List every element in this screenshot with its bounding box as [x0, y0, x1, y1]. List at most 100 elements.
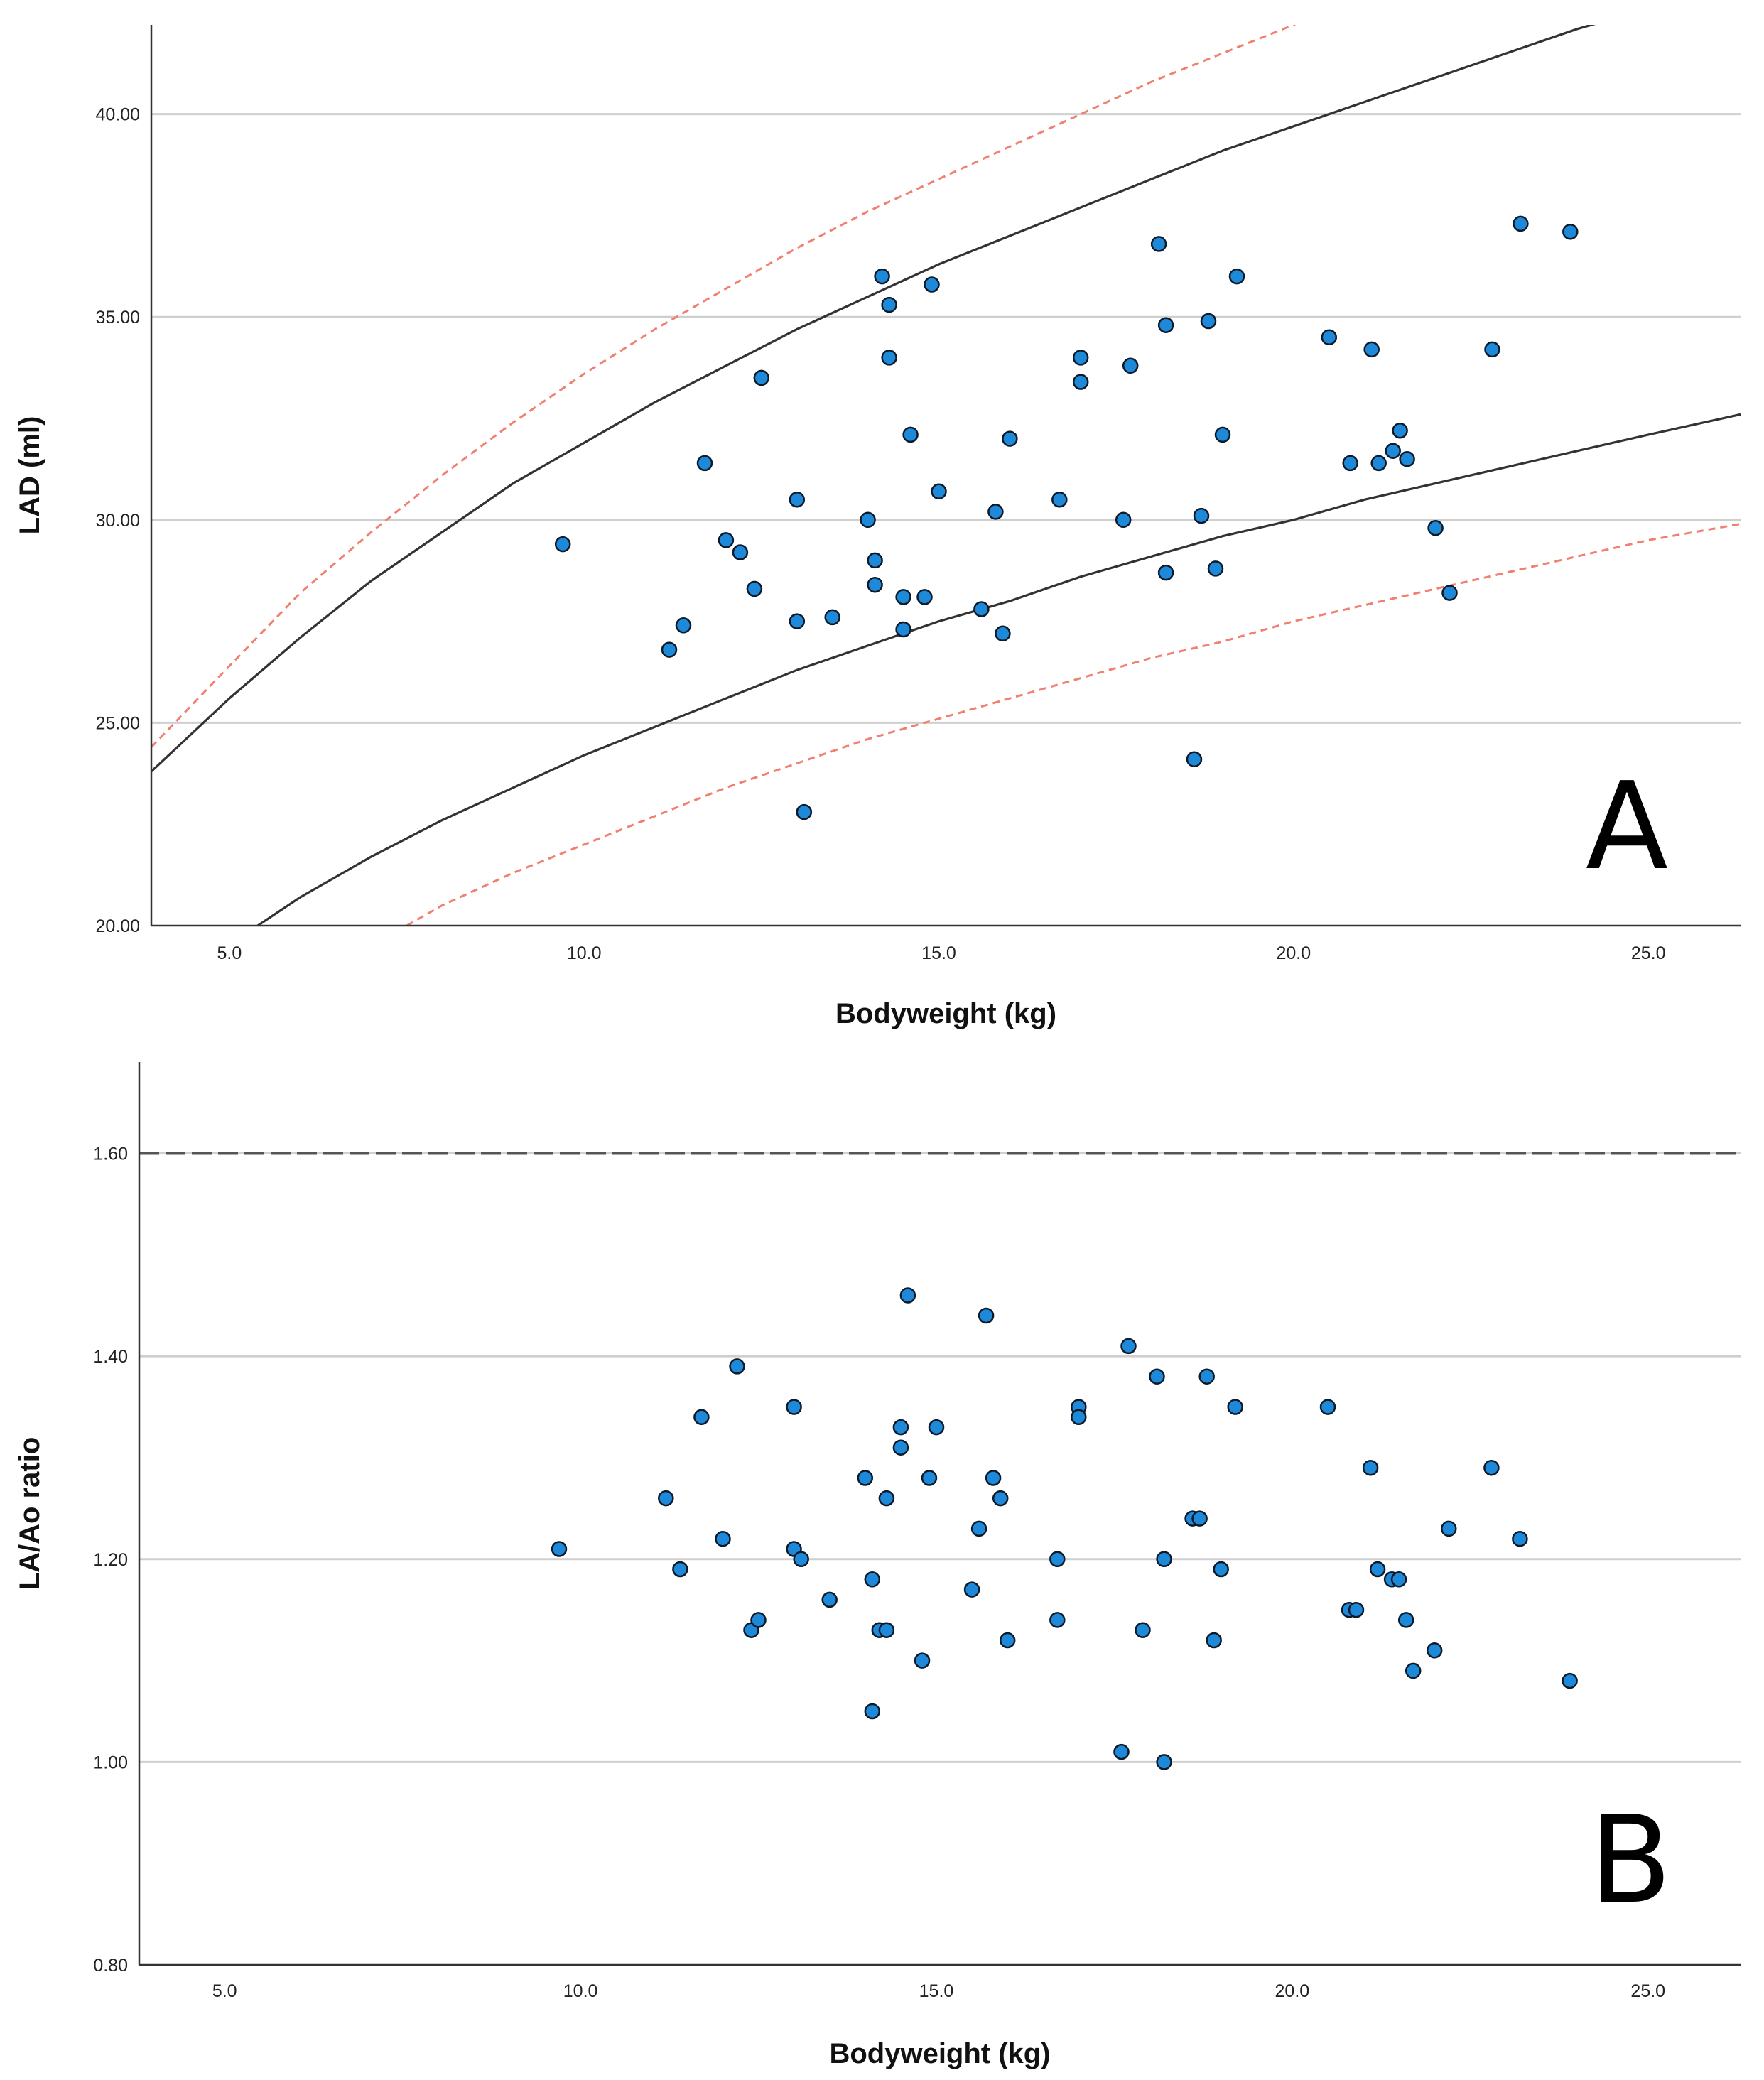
data-point-a [931, 483, 947, 500]
data-point-a [902, 426, 919, 443]
y-tick-label-a: 30.00 [95, 511, 140, 531]
data-point-b [1348, 1601, 1365, 1618]
data-point-a [1150, 236, 1167, 252]
data-point-a [1157, 564, 1174, 581]
data-point-a [1399, 450, 1415, 467]
data-point-b [793, 1551, 809, 1568]
data-point-a [1427, 520, 1444, 536]
data-point-b [1390, 1571, 1407, 1588]
data-point-a [1051, 492, 1068, 508]
data-point-a [1342, 455, 1358, 472]
data-point-b [1227, 1399, 1243, 1415]
data-point-b [914, 1652, 931, 1669]
data-point-b [864, 1703, 881, 1720]
data-point-b [992, 1490, 1009, 1507]
data-point-a [916, 589, 933, 605]
data-point-a [696, 455, 713, 472]
data-point-b [1562, 1672, 1578, 1689]
panel-a: 20.00 25.00 30.00 35.00 40.00 5.0 10.0 15.0 20.0… [14, 25, 1741, 1029]
data-point-a [1484, 341, 1500, 358]
data-point-a [789, 492, 806, 508]
data-point-b [1149, 1368, 1165, 1385]
y-tick-label-a: 20.00 [95, 916, 140, 936]
data-point-b [978, 1307, 995, 1324]
data-point-b [750, 1612, 767, 1628]
y-tick-label-b: 1.60 [93, 1144, 128, 1164]
data-point-a [1115, 511, 1132, 529]
data-point-a [1072, 374, 1089, 390]
data-point-b [1441, 1520, 1457, 1537]
data-point-b [1191, 1510, 1208, 1527]
data-point-b [985, 1470, 1002, 1486]
data-point-b [1156, 1551, 1172, 1568]
data-point-b [821, 1591, 838, 1608]
x-tick-label-b: 20.0 [1275, 1981, 1310, 2001]
data-point-a [1562, 224, 1579, 240]
data-point-b [1156, 1754, 1172, 1770]
data-point-a [895, 589, 911, 605]
x-tick-label-b: 5.0 [212, 1981, 237, 2001]
x-tick-label-a: 25.0 [1631, 943, 1666, 963]
y-tick-label-a: 40.00 [95, 105, 140, 125]
y-tick-label-b: 1.40 [93, 1347, 128, 1367]
data-point-a [746, 580, 763, 597]
data-point-a [1321, 329, 1338, 346]
y-tick-label-b: 1.00 [93, 1753, 128, 1772]
data-point-b [1512, 1530, 1528, 1547]
data-point-b [786, 1399, 802, 1415]
data-point-a [675, 617, 692, 634]
y-tick-label-a: 35.00 [95, 308, 140, 327]
x-axis-title-b: Bodyweight (kg) [829, 2038, 1050, 2069]
data-point-a [1193, 507, 1210, 524]
x-tick-label-a: 20.0 [1277, 943, 1311, 963]
data-point-a [753, 369, 770, 386]
data-point-a [1370, 455, 1387, 472]
data-point-b [999, 1632, 1016, 1649]
data-point-b [1198, 1368, 1215, 1385]
data-point-b [715, 1530, 731, 1547]
data-point-b [672, 1561, 688, 1578]
y-axis-title-a: LAD (ml) [14, 416, 45, 535]
data-point-b [1206, 1632, 1222, 1649]
data-point-a [824, 609, 840, 626]
data-point-a [1228, 268, 1245, 285]
data-point-a [1186, 751, 1203, 768]
x-tick-label-b: 10.0 [563, 1981, 598, 2001]
data-point-a [1363, 341, 1380, 358]
data-point-a [1157, 317, 1174, 333]
data-point-b [1426, 1642, 1443, 1659]
data-point-b [928, 1419, 945, 1436]
upper-solid-curve [151, 25, 1596, 773]
data-point-b [963, 1581, 980, 1598]
panel-label-b: B [1589, 1790, 1672, 1931]
data-point-b [551, 1541, 568, 1557]
data-point-a [1207, 560, 1224, 577]
data-point-b [1319, 1399, 1336, 1415]
data-point-a [1441, 585, 1458, 601]
data-point-b [878, 1622, 895, 1638]
data-point-a [796, 803, 813, 820]
data-point-b [1369, 1561, 1386, 1578]
x-tick-label-a: 5.0 [217, 943, 242, 963]
data-point-b [729, 1358, 745, 1375]
data-point-a [881, 350, 897, 366]
x-tick-label-b: 25.0 [1630, 1981, 1665, 2001]
data-point-b [1113, 1743, 1130, 1760]
x-tick-label-a: 10.0 [567, 943, 602, 963]
lower-dashed-curve [406, 523, 1741, 926]
data-point-a [718, 532, 735, 548]
y-tick-label-b: 1.20 [93, 1550, 128, 1570]
data-point-b [1405, 1662, 1422, 1679]
y-axis-title-b: LA/Ao ratio [14, 1437, 45, 1591]
data-point-a [1200, 313, 1217, 330]
upper-dashed-curve [151, 25, 1297, 748]
data-point-a [1385, 443, 1401, 459]
data-point-b [878, 1490, 895, 1507]
data-point-a [987, 504, 1004, 520]
data-point-b [1362, 1459, 1379, 1476]
y-tick-label-a: 25.00 [95, 713, 140, 733]
data-point-b [1120, 1338, 1137, 1355]
y-tick-label-b: 0.80 [93, 1956, 128, 1976]
data-point-b [1483, 1459, 1500, 1476]
